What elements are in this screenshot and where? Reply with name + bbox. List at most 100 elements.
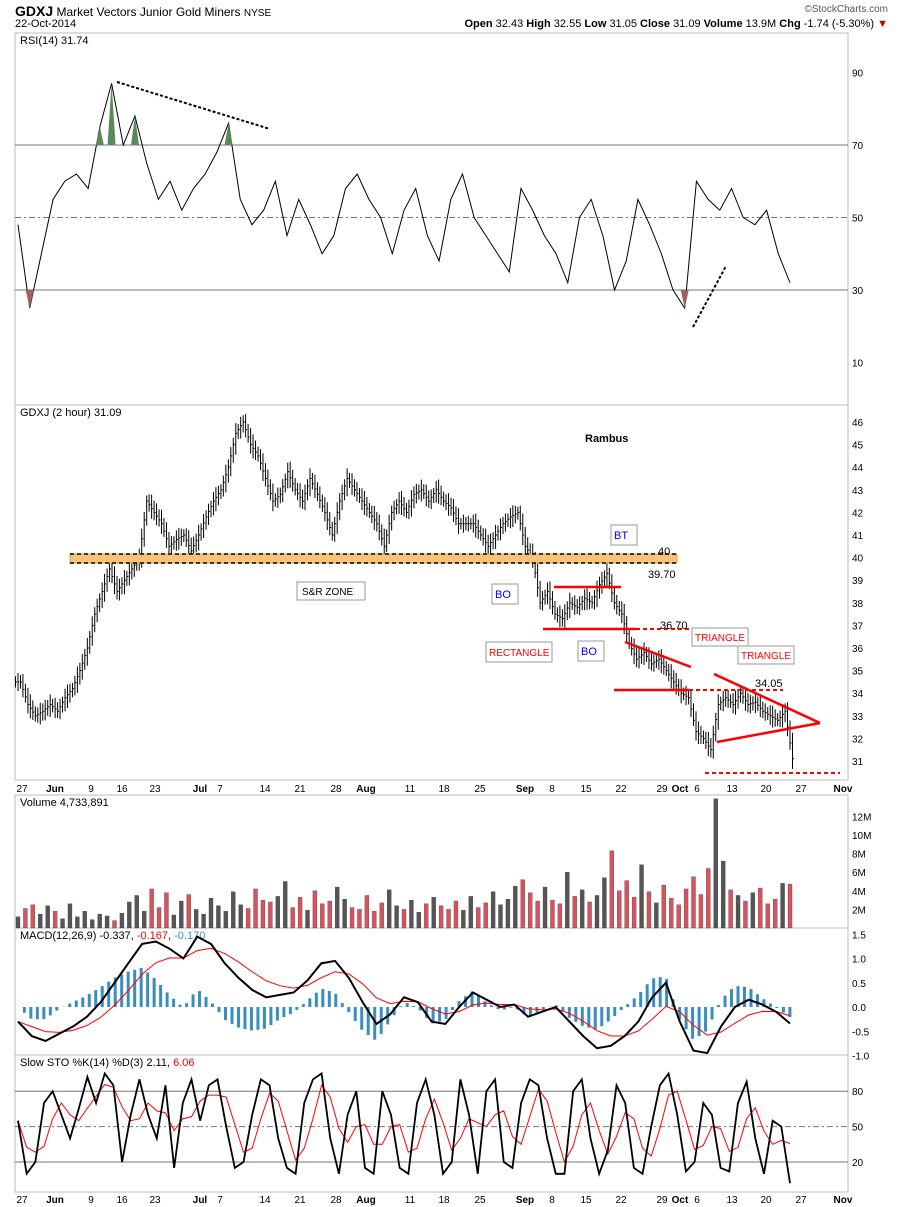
open-label: Open xyxy=(464,18,493,30)
x-tick-label: Sep xyxy=(516,1195,534,1206)
volume-y-tick: 2M xyxy=(852,905,866,916)
level-36-70: 36.70 xyxy=(660,620,688,632)
macd-histogram-bar xyxy=(204,996,208,1007)
macd-histogram-bar xyxy=(742,986,746,1007)
x-tick-label: 13 xyxy=(726,784,738,795)
macd-histogram-bar xyxy=(230,1007,234,1024)
down-arrow-icon: ▼ xyxy=(877,18,888,30)
macd-histogram-bar xyxy=(489,1005,493,1007)
x-tick-label: 8 xyxy=(549,784,555,795)
volume-bar xyxy=(75,916,80,929)
sto-title: Slow STO %K(14) %D(3) 2.11, 6.06 xyxy=(20,1057,194,1069)
triangle1-callout xyxy=(691,627,749,647)
volume-y-tick: 8M xyxy=(852,850,866,861)
sto-y-tick: 20 xyxy=(852,1158,864,1169)
macd-histogram-bar xyxy=(353,1007,357,1021)
macd-histogram-bar xyxy=(366,1007,370,1036)
macd-histogram-bar xyxy=(613,1007,617,1017)
price-y-tick: 34 xyxy=(852,689,864,700)
volume-bar xyxy=(104,915,110,929)
macd-histogram-bar xyxy=(100,986,104,1007)
x-tick-label: 27 xyxy=(795,784,807,795)
x-tick-label: Oct xyxy=(672,784,689,795)
macd-histogram-bar xyxy=(723,995,727,1007)
macd-histogram-bar xyxy=(392,1007,396,1016)
volume-bar xyxy=(15,916,21,929)
macd-histogram-bar xyxy=(347,1007,351,1013)
rsi-overbought-fill xyxy=(130,116,139,145)
macd-histogram-bar xyxy=(288,1007,292,1015)
close-value: 31.09 xyxy=(673,18,701,30)
volume-bar xyxy=(156,907,162,929)
macd-histogram-bar xyxy=(457,1001,461,1007)
volume-bar xyxy=(142,911,147,929)
macd-histogram-bar xyxy=(470,991,474,1007)
price-y-tick: 43 xyxy=(852,486,864,497)
volume-bar xyxy=(773,899,778,929)
level-34-05: 34.05 xyxy=(755,678,783,690)
macd-histogram-bar xyxy=(626,1004,630,1007)
macd-histogram-bar xyxy=(275,1007,279,1021)
x-tick-label: 11 xyxy=(405,1195,416,1206)
volume-bar xyxy=(594,895,600,929)
volume-bar xyxy=(216,905,221,929)
x-tick-label: 11 xyxy=(405,784,416,795)
price-y-tick: 40 xyxy=(852,554,864,565)
volume-bar xyxy=(97,913,102,929)
macd-histogram-bar xyxy=(717,1005,721,1007)
macd-histogram-bar xyxy=(405,1003,409,1007)
macd-histogram-bar xyxy=(606,1007,610,1022)
volume-bar xyxy=(297,897,303,929)
macd-histogram-bar xyxy=(159,984,163,1007)
bo1-callout xyxy=(491,583,519,605)
volume-bar xyxy=(231,891,236,929)
volume-title: Volume 4,733,891 xyxy=(20,797,109,809)
macd-histogram-bar xyxy=(295,1007,299,1010)
triangle1-label: TRIANGLE xyxy=(695,633,745,644)
volume-bar xyxy=(223,911,228,929)
volume-bar xyxy=(691,876,696,929)
symbol: GDXJ xyxy=(15,3,54,19)
volume-bar xyxy=(134,895,139,929)
sr-zone-callout xyxy=(296,581,366,601)
macd-histogram-bar xyxy=(223,1007,227,1021)
macd-histogram-bar xyxy=(55,1007,59,1011)
bt-label: BT xyxy=(614,530,628,542)
volume-bar xyxy=(38,913,43,929)
macd-histogram-bar xyxy=(691,1007,695,1039)
volume-bar xyxy=(661,885,666,929)
macd-y-tick: -1.0 xyxy=(852,1052,870,1063)
volume-bar xyxy=(535,900,540,929)
volume-bar xyxy=(52,911,58,929)
sto-y-tick: 80 xyxy=(852,1087,864,1098)
volume-bar xyxy=(683,888,689,929)
volume-bar xyxy=(542,886,548,929)
price-y-tick: 41 xyxy=(852,531,864,542)
x-tick-label: 23 xyxy=(149,784,161,795)
macd-y-tick: 0.5 xyxy=(852,979,866,990)
volume-bar xyxy=(179,900,184,929)
macd-histogram-bar xyxy=(29,1007,33,1019)
macd-histogram-bar xyxy=(87,994,91,1007)
macd-title-label: MACD(12,26,9) xyxy=(20,930,96,942)
x-tick-label: Oct xyxy=(672,1195,689,1206)
price-y-tick: 35 xyxy=(852,667,864,678)
volume-bar xyxy=(513,886,518,929)
x-tick-label: 8 xyxy=(549,1195,555,1206)
rsi-oversold-fill xyxy=(680,290,689,309)
volume-y-tick: 4M xyxy=(852,887,866,898)
macd-histogram-bar xyxy=(120,974,124,1007)
volume-bar xyxy=(713,798,718,929)
volume-bar xyxy=(335,886,340,929)
x-tick-label: 20 xyxy=(760,784,772,795)
volume-bar xyxy=(750,892,756,929)
macd-histogram-bar xyxy=(243,1007,247,1030)
macd-histogram-bar xyxy=(107,981,111,1007)
macd-histogram-bar xyxy=(781,1007,785,1013)
macd-histogram-bar xyxy=(412,1005,416,1007)
macd-histogram-bar xyxy=(198,991,202,1007)
volume-bar xyxy=(283,881,288,929)
volume-bar xyxy=(23,908,28,929)
price-y-tick: 44 xyxy=(852,463,864,474)
